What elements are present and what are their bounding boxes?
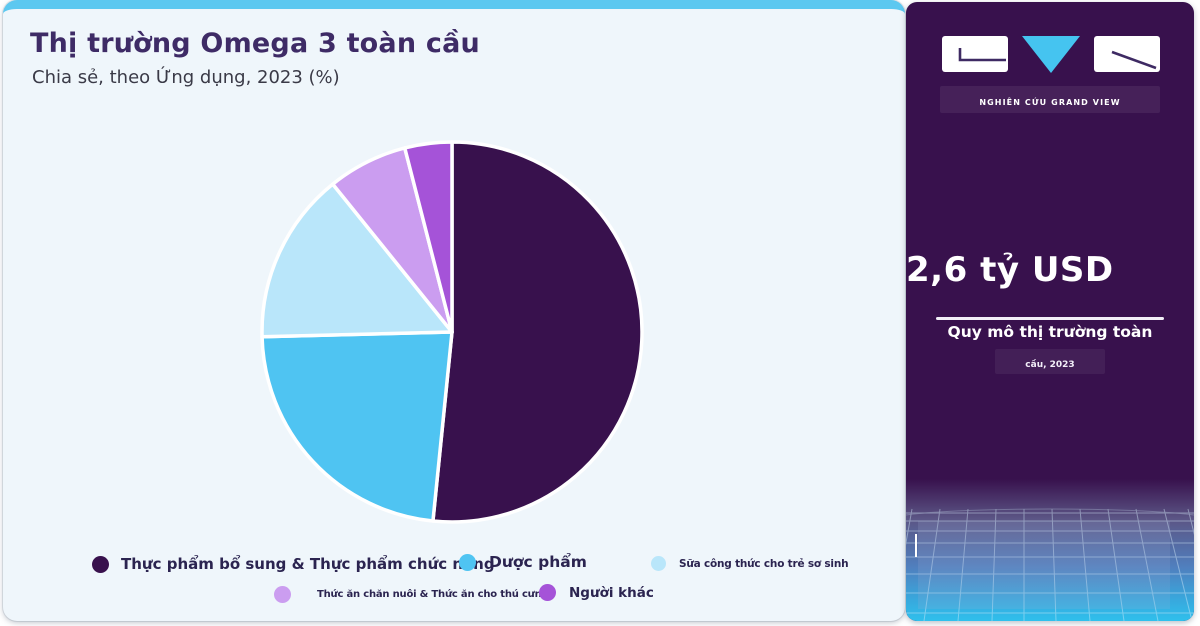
pie-slice-2 [260, 182, 454, 339]
chart-card: Thị trường Omega 3 toàn cầu Chia sẻ, the… [3, 0, 905, 621]
legend-item-pharma: Dược phẩm [459, 553, 587, 571]
metric-divider [936, 317, 1164, 320]
brand-caption-band: NGHIÊN CỨU GRAND VIEW [940, 86, 1160, 113]
chart-title: Thị trường Omega 3 toàn cầu [30, 28, 480, 59]
brand-sidebar: NGHIÊN CỨU GRAND VIEW 2,6 tỷ USD Quy mô … [906, 2, 1194, 621]
legend-item-others: Người khác [539, 584, 654, 601]
legend-item-animal-feed: Thức ăn chăn nuôi & Thức ăn cho thú cưng [274, 586, 549, 603]
legend-swatch-animal-feed [274, 586, 291, 603]
mesh-overlay-block [918, 521, 1170, 609]
legend-label-supplements: Thực phẩm bổ sung & Thực phẩm chức năng [121, 555, 495, 573]
text-cursor-artifact [915, 534, 917, 557]
legend-label-pharma: Dược phẩm [489, 553, 587, 571]
pie-chart [260, 140, 644, 524]
gvr-logo-icon [942, 36, 1160, 73]
legend-swatch-supplements [92, 555, 109, 573]
pie-slice-4 [403, 140, 454, 334]
market-size-label: Quy mô thị trường toàn [947, 323, 1153, 341]
market-size-sublabel: cầu, 2023 [1025, 360, 1075, 370]
pie-slice-1 [260, 330, 454, 523]
legend-label-animal-feed: Thức ăn chăn nuôi & Thức ăn cho thú cưng [317, 589, 549, 600]
legend-label-others: Người khác [569, 584, 654, 601]
legend-swatch-others [539, 584, 556, 601]
legend-label-infant-formula: Sữa công thức cho trẻ sơ sinh [679, 557, 849, 570]
legend-item-infant-formula: Sữa công thức cho trẻ sơ sinh [651, 556, 849, 571]
card-header: Thị trường Omega 3 toàn cầu Chia sẻ, the… [30, 28, 480, 88]
legend-swatch-infant-formula [651, 556, 666, 571]
market-size-sublabel-band: cầu, 2023 [995, 349, 1105, 374]
pie-slice-0 [431, 140, 644, 524]
market-size-value: 2,6 tỷ USD [906, 250, 1114, 290]
legend-swatch-pharma [459, 553, 476, 571]
brand-caption: NGHIÊN CỨU GRAND VIEW [979, 98, 1121, 107]
legend-item-supplements: Thực phẩm bổ sung & Thực phẩm chức năng [92, 555, 495, 573]
wireframe-grid-graphic [906, 479, 1194, 621]
chart-subtitle: Chia sẻ, theo Ứng dụng, 2023 (%) [32, 67, 340, 88]
